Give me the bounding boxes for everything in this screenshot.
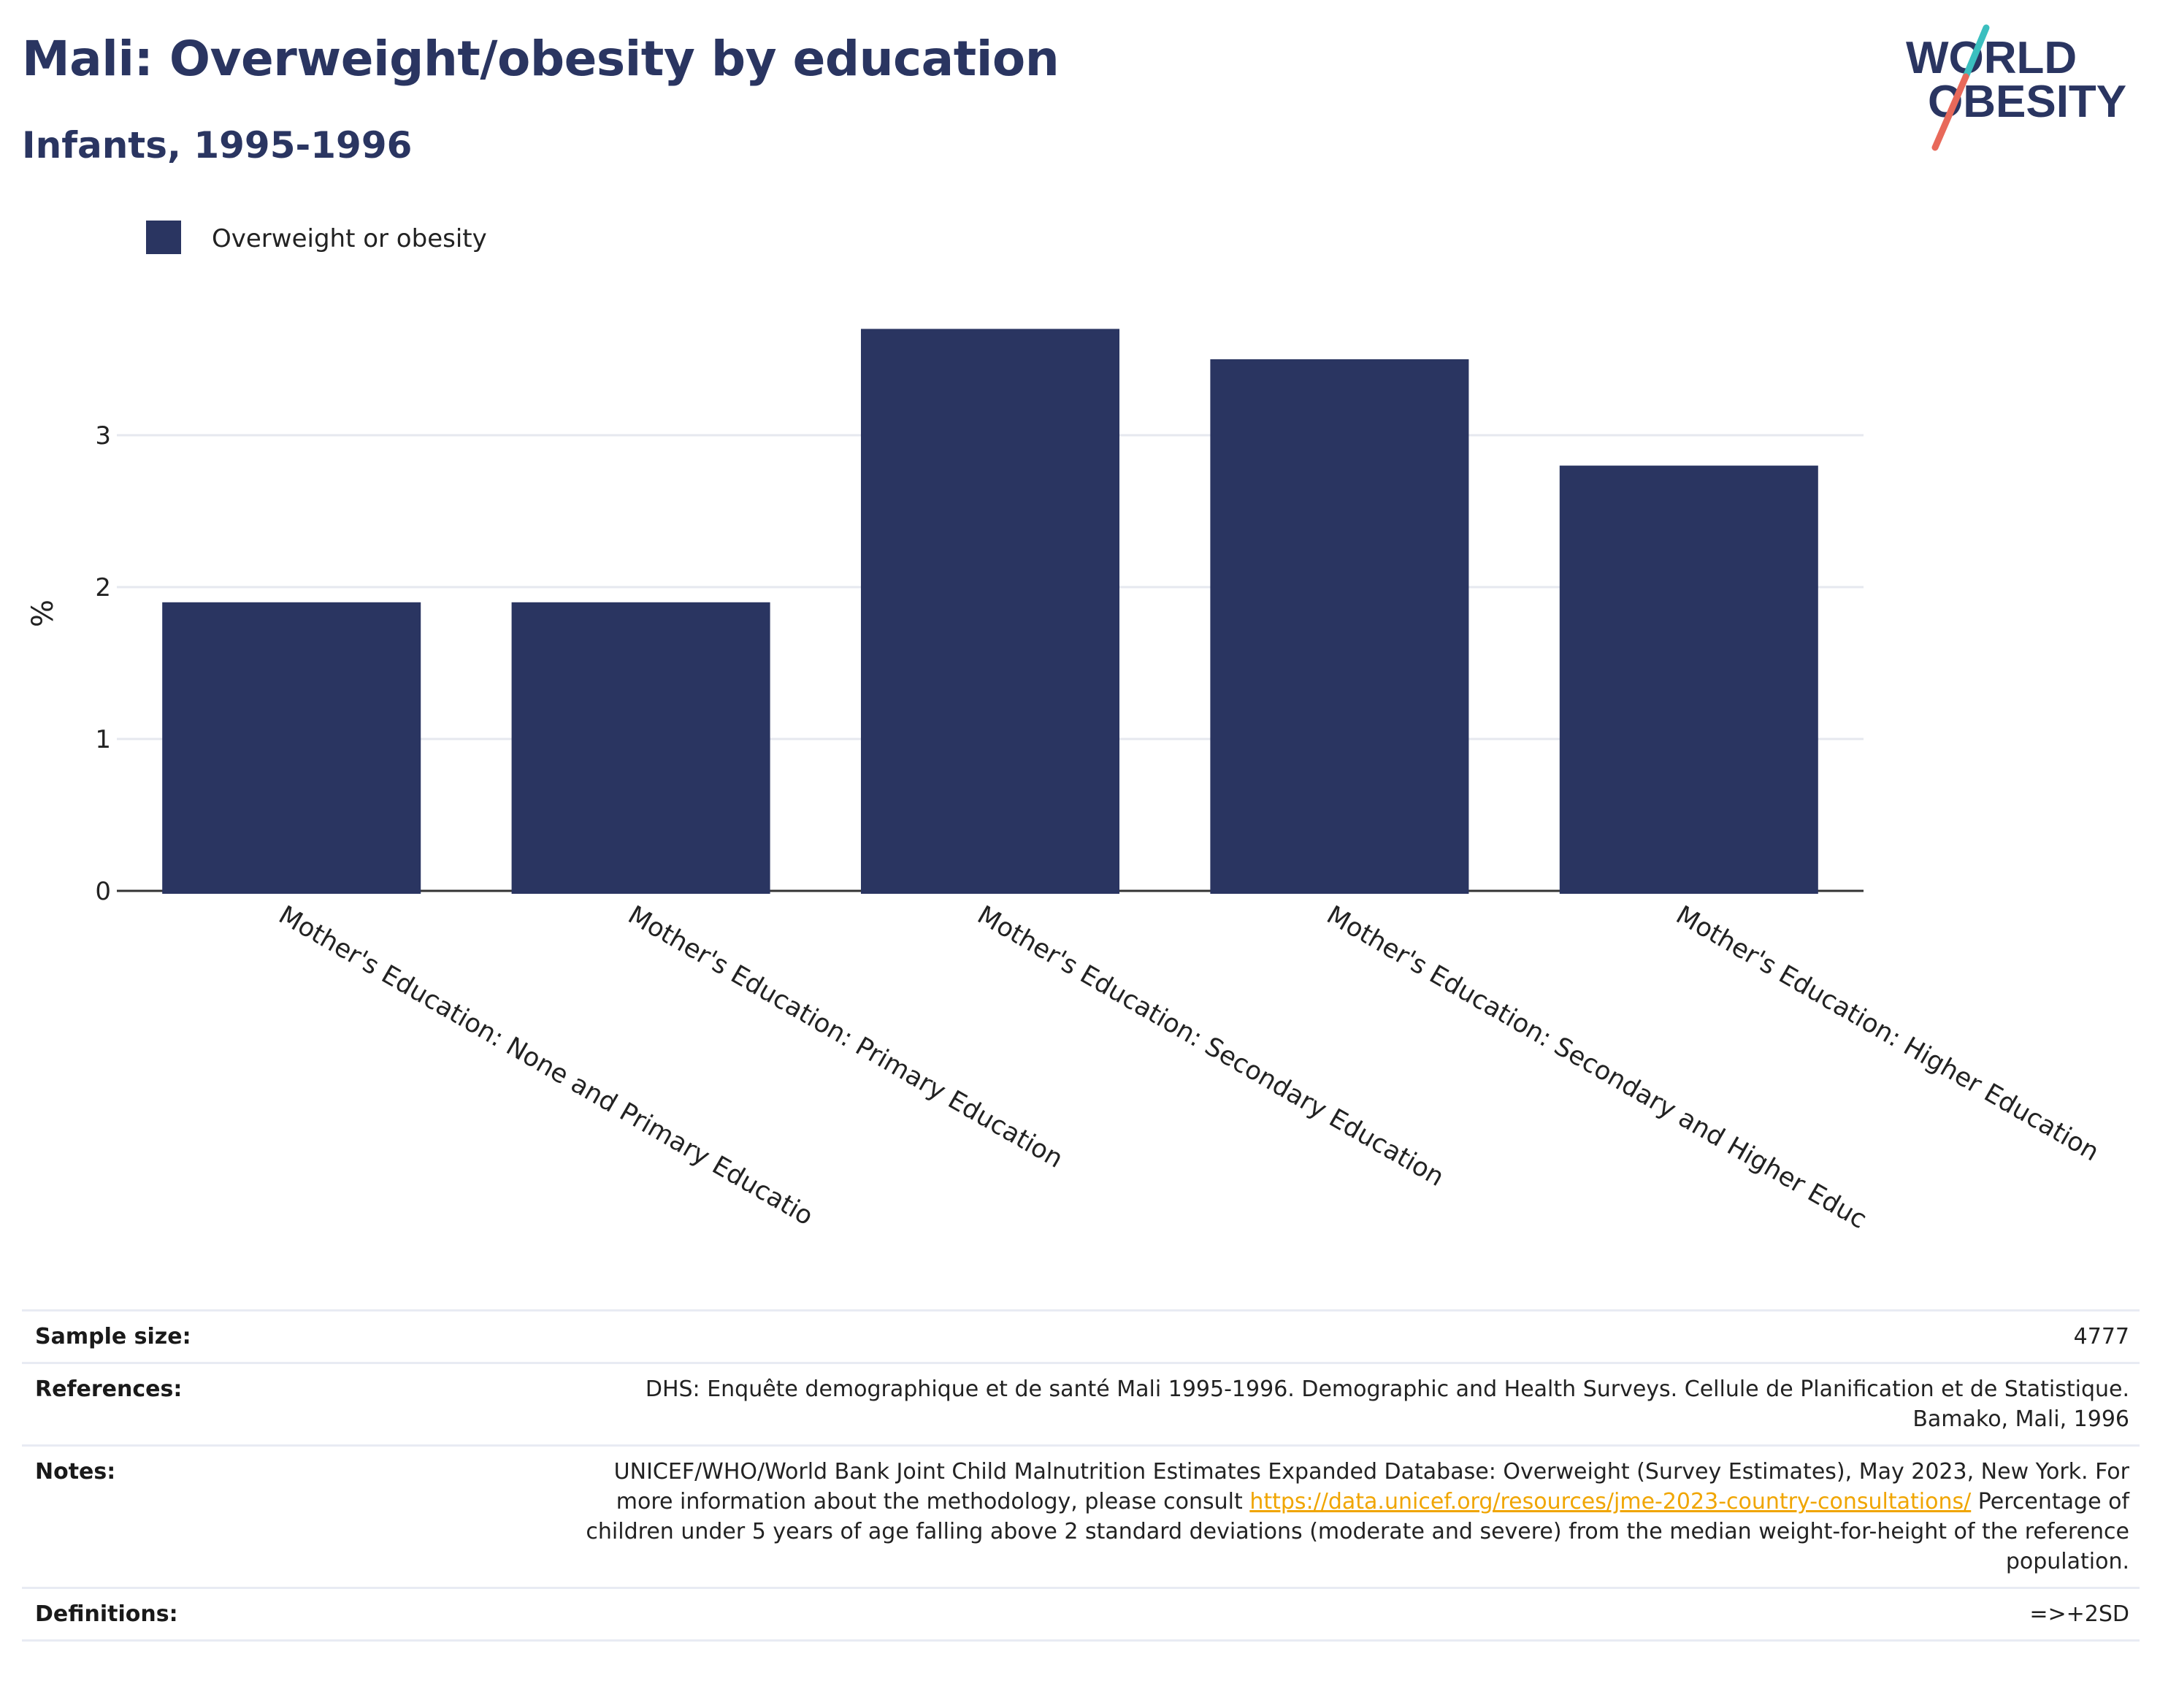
definitions-label: Definitions: — [35, 1601, 178, 1627]
y-tick-label: 1 — [95, 725, 111, 754]
legend: Overweight or obesity — [146, 221, 487, 254]
bar — [1559, 465, 1818, 894]
bar — [511, 602, 770, 894]
legend-swatch — [146, 221, 181, 254]
logo-line1: WORLD — [1906, 33, 2077, 83]
info-table: Sample size: 4777 References: DHS: Enquê… — [22, 1309, 2140, 1642]
x-tick-label: Mother's Education: Higher Education — [1671, 900, 2104, 1167]
definitions-value: =>+2SD — [2029, 1601, 2129, 1627]
legend-label: Overweight or obesity — [212, 224, 487, 253]
y-tick-label: 2 — [95, 573, 111, 602]
references-label: References: — [35, 1376, 183, 1402]
world-obesity-logo: WORLD OBESITY — [1906, 24, 2126, 151]
y-axis-label: % — [26, 600, 60, 627]
chart-subtitle: Infants, 1995-1996 — [22, 124, 413, 166]
info-row-references: References: DHS: Enquête demographique e… — [22, 1363, 2140, 1446]
notes-text-after: Percentage of children under 5 years of … — [586, 1489, 2129, 1574]
y-tick-label: 3 — [95, 421, 111, 451]
logo-slash-teal — [1962, 24, 1990, 80]
y-tick-labels: 0 1 2 3 — [95, 421, 111, 906]
bar — [1210, 359, 1469, 894]
bar-chart: Overweight or obesity 0 1 2 3 Mother's Educ… — [26, 221, 2104, 1235]
bars — [162, 329, 1818, 894]
info-row-notes: Notes: UNICEF/WHO/World Bank Joint Child… — [22, 1445, 2140, 1588]
logo-slash-coral — [1931, 73, 1969, 151]
notes-link[interactable]: https://data.unicef.org/resources/jme-20… — [1249, 1489, 1972, 1514]
chart-title: Mali: Overweight/obesity by education — [22, 31, 1060, 87]
y-tick-label: 0 — [95, 877, 111, 906]
notes-label: Notes: — [35, 1459, 116, 1485]
x-tick-label: Mother's Education: None and Primary Edu… — [274, 900, 818, 1231]
bar — [162, 602, 421, 894]
sample-size-label: Sample size: — [35, 1324, 191, 1349]
notes-text-before: UNICEF/WHO/World Bank Joint Child Malnut… — [613, 1459, 2129, 1514]
x-tick-labels: Mother's Education: None and Primary Edu… — [274, 900, 2104, 1235]
x-tick-label: Mother's Education: Secondary and Higher… — [1322, 900, 1872, 1235]
references-value: DHS: Enquête demographique et de santé M… — [645, 1376, 2129, 1432]
info-row-definitions: Definitions: =>+2SD — [22, 1588, 2140, 1641]
info-row-sample-size: Sample size: 4777 — [22, 1310, 2140, 1363]
notes-value: UNICEF/WHO/World Bank Joint Child Malnut… — [546, 1446, 2140, 1588]
sample-size-value: 4777 — [2073, 1324, 2129, 1349]
bar — [860, 329, 1120, 894]
